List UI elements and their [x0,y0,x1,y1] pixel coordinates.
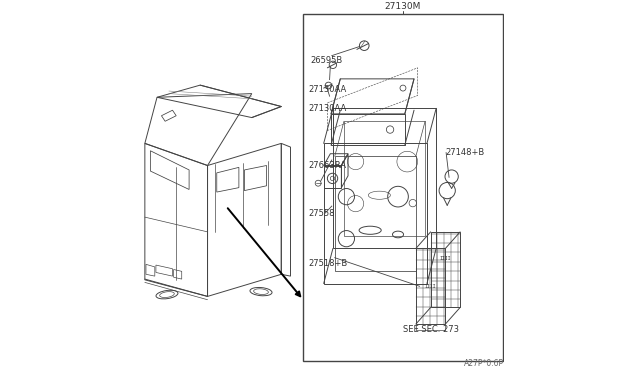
Text: 27148+B: 27148+B [445,148,484,157]
Text: IIII: IIII [425,284,436,289]
Text: 27130AA: 27130AA [308,104,346,113]
Text: SEE SEC. 273: SEE SEC. 273 [403,325,459,334]
Text: 27558: 27558 [308,209,335,218]
Text: 27130M: 27130M [385,1,421,11]
Text: 27518+B: 27518+B [308,259,348,268]
Text: 26595B: 26595B [311,56,343,65]
Text: 27130AA: 27130AA [308,86,346,94]
Text: 27663RA: 27663RA [308,161,346,170]
Text: A27P*0.6P: A27P*0.6P [463,359,504,368]
Text: IIII: IIII [440,256,451,261]
